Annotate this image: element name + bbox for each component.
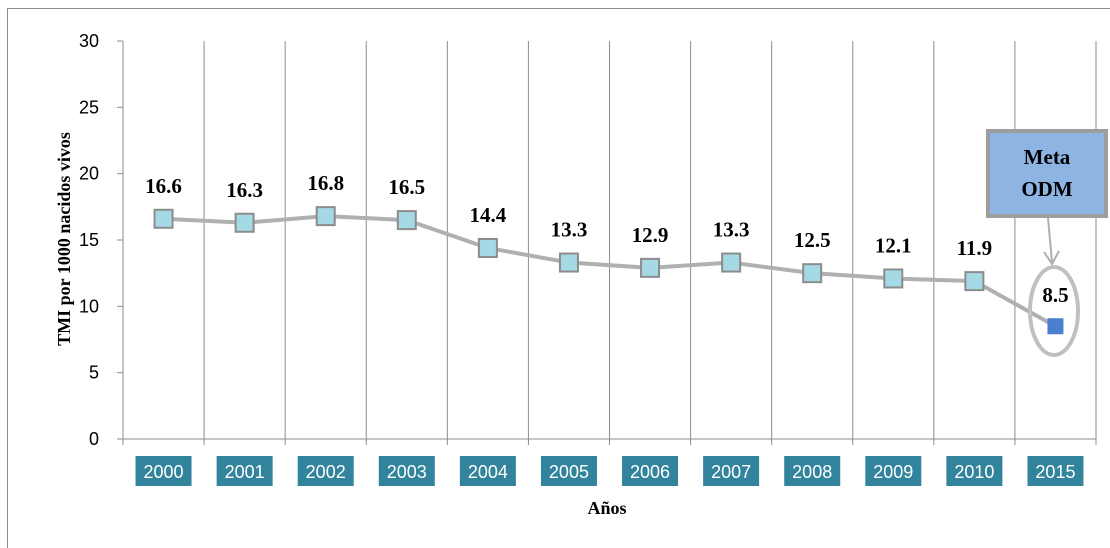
data-marker: [964, 271, 985, 292]
data-marker: [558, 252, 579, 273]
category-label: 2002: [306, 462, 346, 482]
data-label: 16.8: [307, 171, 344, 195]
grid-lines: [122, 41, 1097, 445]
category-label: 2006: [630, 462, 670, 482]
data-marker: [640, 257, 661, 278]
category-label: 2009: [873, 462, 913, 482]
category-label-bg: [784, 456, 841, 486]
category-label-bg: [946, 456, 1003, 486]
callout-box: [986, 129, 1108, 218]
target-highlight-ellipse: [1028, 265, 1080, 357]
data-marker: [396, 210, 417, 231]
y-tick-label: 10: [79, 296, 99, 316]
category-label-bg: [865, 456, 922, 486]
data-marker: [234, 212, 255, 233]
data-label: 16.5: [388, 175, 425, 199]
category-label: 2010: [954, 462, 994, 482]
x-axis: 2000 2001 2002 2003 2004 2005 2006 2007 2008 2009…: [135, 456, 1084, 486]
category-label-bg: [135, 456, 192, 486]
data-label: 12.9: [632, 223, 669, 247]
data-label: 13.3: [713, 218, 750, 242]
data-label: 11.9: [957, 236, 993, 260]
category-label: 2003: [387, 462, 427, 482]
y-tick-label: 25: [79, 97, 99, 117]
y-tick-label: 30: [79, 31, 99, 51]
data-marker: [802, 263, 823, 284]
y-tick-label: 15: [79, 230, 99, 250]
series-tmi: [153, 206, 1064, 335]
category-label-bg: [540, 456, 597, 486]
x-axis-title: Años: [587, 498, 626, 518]
callout-line1: Meta: [1024, 145, 1071, 169]
chart-frame: [7, 8, 1110, 548]
category-label: 2015: [1035, 462, 1075, 482]
data-marker: [721, 252, 742, 273]
target-marker: [1047, 318, 1064, 335]
category-label: 2005: [549, 462, 589, 482]
category-label: 2008: [792, 462, 832, 482]
y-axis: 0 5 10 15 20 25 30: [79, 31, 123, 449]
category-label-bg: [216, 456, 273, 486]
data-label: 12.1: [875, 233, 912, 257]
callout-line2: ODM: [1021, 177, 1073, 201]
y-tick-label: 20: [79, 164, 99, 184]
category-label-bg: [1027, 456, 1084, 486]
data-label: 13.3: [551, 218, 588, 242]
callout-arrow: [1047, 217, 1053, 263]
data-label: 8.5: [1042, 283, 1068, 307]
category-label: 2004: [468, 462, 508, 482]
category-label-bg: [297, 456, 354, 486]
category-label: 2007: [711, 462, 751, 482]
category-label: 2000: [144, 462, 184, 482]
series-line: [163, 214, 1057, 328]
y-tick-label: 0: [89, 429, 99, 449]
data-marker: [153, 208, 174, 229]
y-tick-label: 5: [89, 363, 99, 383]
meta-odm-callout: Meta ODM: [986, 129, 1108, 357]
data-labels: 16.6 16.3 16.8 16.5 14.4 13.3 12.9 13.3 12.5 12.1…: [145, 171, 1068, 307]
data-marker: [315, 206, 336, 227]
callout-arrowhead: [1043, 250, 1060, 266]
category-label-bg: [378, 456, 435, 486]
data-label: 12.5: [794, 228, 831, 252]
category-label-bg: [459, 456, 516, 486]
category-label-bg: [703, 456, 760, 486]
category-label-bg: [622, 456, 679, 486]
category-label: 2001: [225, 462, 265, 482]
y-axis-title: TMI por 1000 nacidos vivos: [54, 132, 74, 346]
data-label: 16.6: [145, 174, 182, 198]
data-marker: [477, 237, 498, 258]
data-label: 16.3: [226, 178, 263, 202]
data-marker: [883, 268, 904, 289]
data-label: 14.4: [470, 203, 507, 227]
